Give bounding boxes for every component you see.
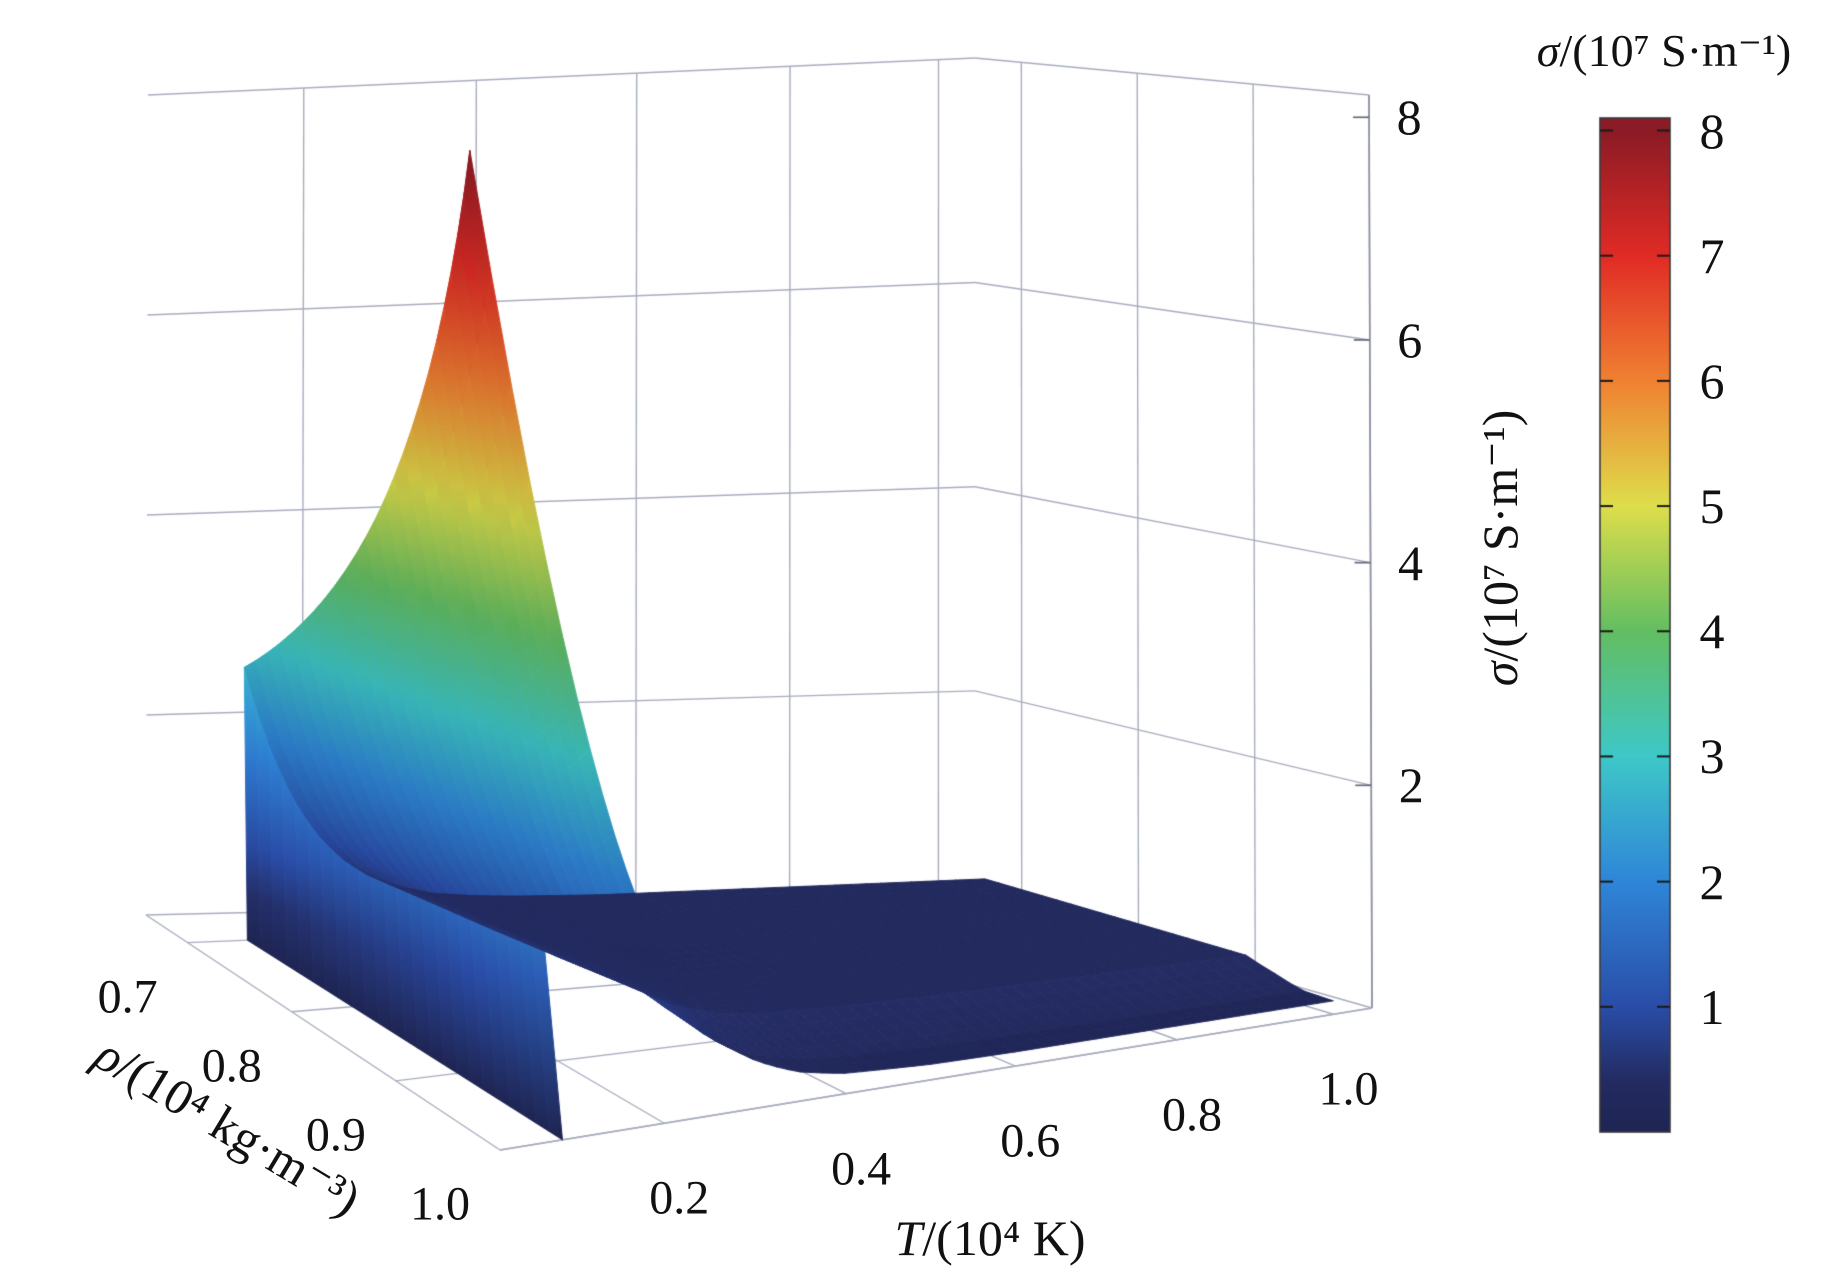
surface-plot-figure: T/(10⁴ K) ρ/(10⁴ kg·m⁻³) σ/(10⁷ S·m⁻¹) σ… bbox=[0, 0, 1842, 1280]
surface-plot-canvas bbox=[0, 0, 1842, 1280]
